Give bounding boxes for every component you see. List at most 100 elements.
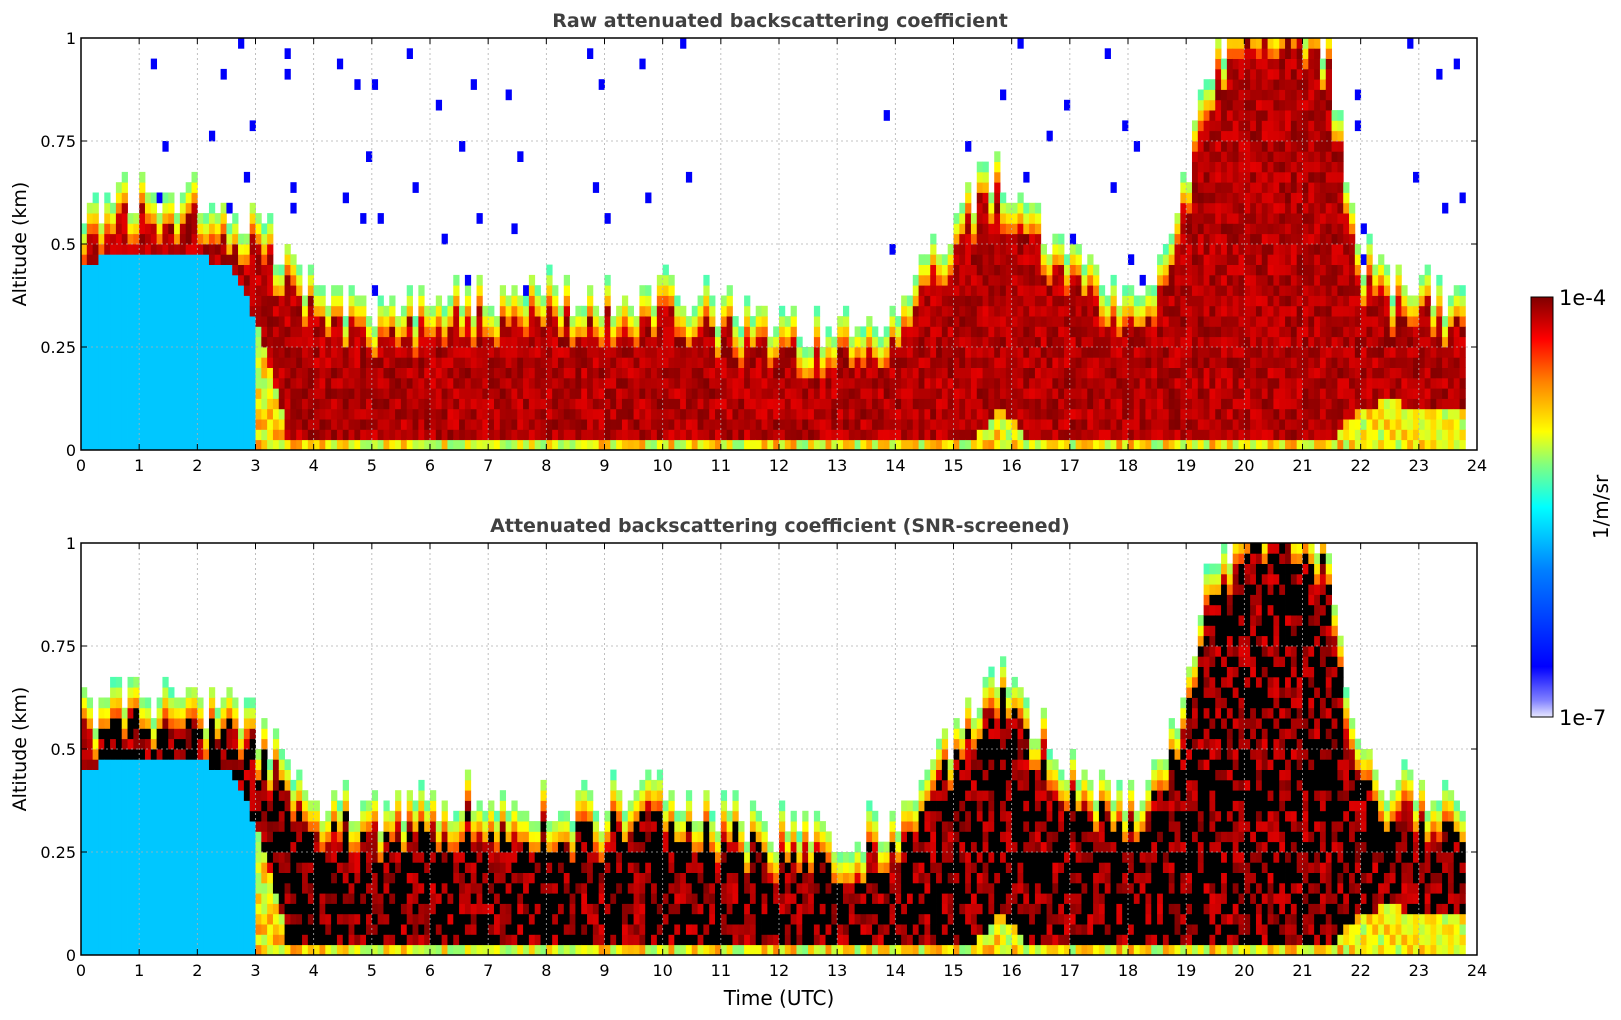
heatmap-cell xyxy=(906,326,914,338)
heatmap-cell xyxy=(976,398,983,410)
heatmap-cell xyxy=(1244,223,1251,235)
heatmap-cell xyxy=(976,367,983,379)
heatmap-cell xyxy=(1325,254,1332,265)
heatmap-cell xyxy=(412,182,419,193)
heatmap-cell xyxy=(156,192,163,204)
heatmap-cell xyxy=(1296,398,1303,410)
heatmap-cell xyxy=(1029,202,1036,214)
heatmap-cell xyxy=(662,326,669,338)
heatmap-cell xyxy=(476,316,483,327)
heatmap-cell xyxy=(1436,326,1443,338)
heatmap-cell xyxy=(1319,357,1327,368)
heatmap-cell xyxy=(970,367,978,379)
heatmap-cell xyxy=(1215,316,1222,327)
heatmap-cell xyxy=(418,439,425,451)
heatmap-cell xyxy=(1395,357,1402,368)
heatmap-cell xyxy=(662,377,669,389)
heatmap-cell xyxy=(1064,439,1071,451)
heatmap-cell xyxy=(208,223,216,235)
heatmap-cell xyxy=(1180,388,1187,399)
heatmap-cell xyxy=(1058,264,1065,276)
heatmap-cell xyxy=(319,377,326,389)
heatmap-cell xyxy=(1000,202,1007,214)
heatmap-cell xyxy=(1052,388,1059,399)
heatmap-cell xyxy=(1040,357,1047,368)
heatmap-cell xyxy=(749,398,757,410)
heatmap-cell xyxy=(1319,161,1327,173)
heatmap-cell xyxy=(331,285,338,296)
heatmap-cell xyxy=(1186,192,1193,204)
heatmap-cell xyxy=(901,377,908,389)
heatmap-cell xyxy=(976,419,983,430)
heatmap-cell xyxy=(523,347,530,358)
heatmap-cell xyxy=(557,347,565,358)
heatmap-cell xyxy=(1453,388,1460,399)
heatmap-cell xyxy=(290,336,297,348)
heatmap-cell xyxy=(331,419,338,430)
heatmap-cell xyxy=(1122,419,1129,430)
heatmap-cell xyxy=(534,326,541,338)
heatmap-cell xyxy=(924,264,931,276)
heatmap-cell xyxy=(1273,326,1280,338)
heatmap-cell xyxy=(866,326,873,338)
heatmap-cell xyxy=(1337,171,1344,183)
heatmap-cell xyxy=(168,254,175,265)
heatmap-cell xyxy=(1314,377,1321,389)
heatmap-cell xyxy=(1366,305,1373,317)
heatmap-cell xyxy=(1325,233,1332,245)
heatmap-cell xyxy=(953,244,960,255)
heatmap-cell xyxy=(1191,264,1199,276)
heatmap-cell xyxy=(1290,141,1298,152)
heatmap-cell xyxy=(1418,336,1426,348)
heatmap-cell xyxy=(86,924,94,935)
heatmap-cell xyxy=(854,408,861,420)
heatmap-cell xyxy=(1308,347,1315,358)
heatmap-cell xyxy=(1442,347,1449,358)
heatmap-cell xyxy=(1319,439,1327,451)
heatmap-cell xyxy=(1354,274,1362,286)
heatmap-cell xyxy=(1238,305,1245,317)
heatmap-cell xyxy=(988,233,995,245)
heatmap-cell xyxy=(505,89,512,101)
heatmap-cell xyxy=(226,305,233,317)
heatmap-cell xyxy=(1238,285,1245,296)
heatmap-cell xyxy=(941,295,949,307)
heatmap-cell xyxy=(1221,79,1228,90)
heatmap-cell xyxy=(1180,254,1187,265)
heatmap-cell xyxy=(319,367,326,379)
x-tick-label: 16 xyxy=(1001,456,1021,475)
heatmap-cell xyxy=(837,357,844,368)
heatmap-cell xyxy=(1389,336,1396,348)
heatmap-cell xyxy=(813,336,821,348)
heatmap-cell xyxy=(1226,110,1234,121)
heatmap-cell xyxy=(1378,398,1385,410)
heatmap-cell xyxy=(1110,336,1117,348)
heatmap-cell xyxy=(203,213,210,224)
heatmap-cell xyxy=(930,429,937,441)
heatmap-cell xyxy=(587,439,594,451)
heatmap-cell xyxy=(389,336,396,348)
heatmap-cell xyxy=(581,429,588,441)
heatmap-cell xyxy=(1261,357,1268,368)
heatmap-cell xyxy=(1075,295,1082,307)
heatmap-cell xyxy=(1290,192,1298,204)
heatmap-cell xyxy=(738,429,745,441)
heatmap-cell xyxy=(1285,223,1292,235)
heatmap-cell xyxy=(447,305,454,317)
heatmap-cell xyxy=(139,367,146,379)
heatmap-cell xyxy=(1314,141,1321,152)
heatmap-cell xyxy=(610,377,617,389)
heatmap-cell xyxy=(749,429,757,441)
heatmap-cell xyxy=(1401,316,1408,327)
heatmap-cell xyxy=(1209,182,1216,193)
heatmap-cell xyxy=(703,326,710,338)
panel-title: Raw attenuated backscattering coefficien… xyxy=(552,10,1008,32)
heatmap-cell xyxy=(214,429,221,441)
heatmap-cell xyxy=(872,439,879,451)
heatmap-cell xyxy=(1058,285,1065,296)
heatmap-cell xyxy=(1162,419,1170,430)
heatmap-cell xyxy=(1383,347,1391,358)
heatmap-cell xyxy=(1447,357,1455,368)
heatmap-cell xyxy=(1430,347,1437,358)
heatmap-cell xyxy=(1267,141,1274,152)
